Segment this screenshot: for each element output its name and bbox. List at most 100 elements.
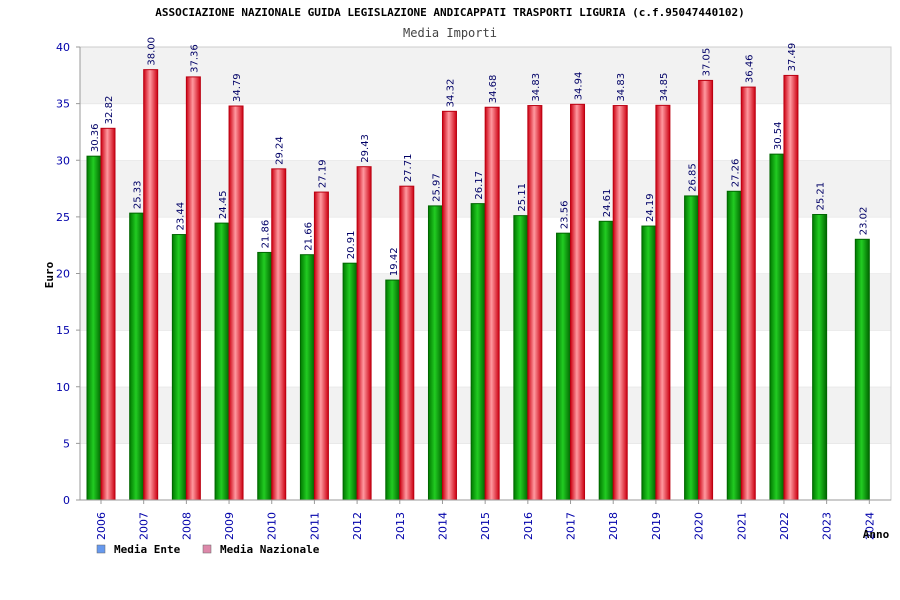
x-tick-label: 2017 (565, 512, 578, 540)
bar-media-ente (129, 212, 145, 501)
data-label: 21.86 (261, 220, 272, 249)
bar-media-nazionale (228, 105, 244, 501)
bar-media-nazionale (740, 86, 756, 501)
data-label: 25.33 (133, 180, 144, 209)
data-label: 38.00 (147, 37, 158, 66)
bar-media-ente (214, 222, 230, 501)
bar-media-nazionale (484, 106, 500, 501)
bar-media-nazionale (313, 191, 329, 501)
bar-media-ente (171, 234, 187, 501)
bar-media-ente (598, 220, 614, 501)
x-tick-label: 2024 (863, 512, 876, 540)
legend-label: Media Ente (114, 543, 181, 556)
bar-media-ente (86, 155, 102, 501)
x-tick-label: 2008 (180, 512, 193, 540)
bar-media-ente (513, 215, 529, 501)
y-tick-label: 10 (56, 381, 70, 394)
y-axis-label: Euro (43, 261, 56, 288)
bar-media-ente (684, 195, 700, 501)
data-label: 23.44 (175, 202, 186, 231)
data-label: 30.54 (773, 121, 784, 150)
bar-media-nazionale (441, 110, 457, 501)
data-label: 23.56 (560, 201, 571, 230)
bar-media-ente (556, 232, 572, 501)
data-label: 34.94 (574, 72, 585, 101)
y-tick-label: 35 (56, 98, 70, 111)
bar-media-nazionale (655, 104, 671, 501)
bar-media-ente (726, 190, 742, 501)
legend: Media Ente Media Nazionale (96, 543, 320, 556)
data-label: 29.24 (275, 136, 286, 165)
data-label: 25.11 (517, 183, 528, 212)
x-tick-label: 2013 (394, 512, 407, 540)
y-tick-label: 20 (56, 268, 70, 281)
bar-media-nazionale (143, 69, 159, 501)
data-label: 32.82 (104, 96, 115, 125)
x-tick-label: 2023 (821, 512, 834, 540)
data-label: 37.05 (702, 48, 713, 77)
x-tick-label: 2020 (693, 512, 706, 540)
y-tick-label: 15 (56, 324, 70, 337)
x-tick-label: 2016 (522, 512, 535, 540)
data-label: 25.21 (816, 182, 827, 211)
data-label: 34.83 (616, 73, 627, 102)
bar-media-nazionale (356, 166, 372, 501)
data-label: 19.42 (389, 247, 400, 276)
bar-media-ente (854, 238, 870, 501)
data-label: 34.79 (232, 73, 243, 102)
y-axis: 0 5 10 15 20 25 30 35 40 (56, 41, 81, 507)
data-label: 37.36 (189, 44, 200, 73)
x-tick-label: 2019 (650, 512, 663, 540)
y-tick-label: 40 (56, 41, 70, 54)
chart-title: ASSOCIAZIONE NAZIONALE GUIDA LEGISLAZION… (155, 6, 744, 19)
data-label: 34.83 (531, 73, 542, 102)
x-tick-label: 2021 (735, 512, 748, 540)
data-label: 29.43 (360, 134, 371, 163)
x-tick-label: 2015 (479, 512, 492, 540)
data-label: 26.85 (688, 163, 699, 192)
bar-media-nazionale (783, 74, 799, 501)
y-tick-label: 25 (56, 211, 70, 224)
legend-swatch (96, 544, 106, 554)
x-tick-label: 2022 (778, 512, 791, 540)
data-label: 25.97 (431, 173, 442, 202)
x-tick-label: 2009 (223, 512, 236, 540)
bar-media-ente (342, 262, 358, 501)
bar-media-nazionale (100, 127, 116, 501)
data-label: 30.36 (90, 124, 101, 153)
data-label: 34.85 (659, 73, 670, 102)
y-tick-label: 5 (63, 437, 70, 450)
bar-media-ente (257, 251, 273, 501)
x-tick-label: 2010 (266, 512, 279, 540)
data-label: 36.46 (744, 54, 755, 83)
bar-media-ente (769, 153, 785, 501)
y-tick-label: 30 (56, 154, 70, 167)
y-tick-label: 0 (63, 494, 70, 507)
data-label: 26.17 (474, 171, 485, 200)
bar-media-ente (812, 213, 828, 501)
bar-media-ente (470, 203, 486, 501)
legend-label: Media Nazionale (220, 543, 320, 556)
x-tick-label: 2018 (607, 512, 620, 540)
bar-media-nazionale (399, 185, 415, 501)
x-tick-label: 2011 (308, 512, 321, 540)
data-label: 27.71 (403, 154, 414, 183)
data-label: 27.19 (317, 159, 328, 188)
x-tick-label: 2014 (436, 512, 449, 540)
bar-media-nazionale (612, 105, 628, 501)
x-tick-label: 2012 (351, 512, 364, 540)
bar-media-nazionale (185, 76, 201, 501)
data-label: 24.61 (602, 189, 613, 218)
data-label: 37.49 (787, 43, 798, 72)
x-axis: 2006 2007 2008 2009 2010 2011 2012 2013 2014 2015… (80, 499, 891, 540)
data-label: 34.32 (445, 79, 456, 108)
bar-media-nazionale (527, 105, 543, 501)
data-label: 24.19 (645, 193, 656, 222)
data-label: 21.66 (303, 222, 314, 251)
bars (86, 69, 870, 501)
bar-media-ente (385, 279, 401, 501)
bar-media-nazionale (570, 103, 586, 501)
x-axis-label: Anno (863, 528, 890, 541)
